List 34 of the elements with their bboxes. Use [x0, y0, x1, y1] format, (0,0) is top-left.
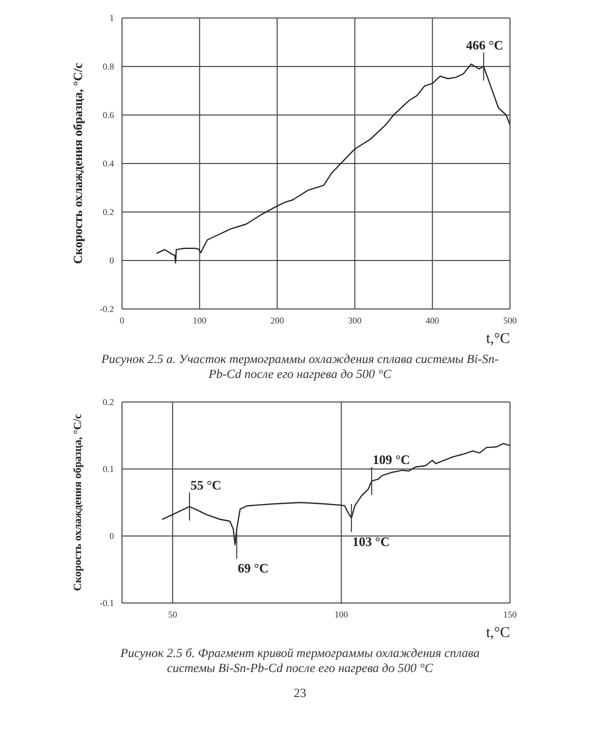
x-tick-label: 400: [426, 315, 440, 326]
line-series: [162, 442, 510, 546]
y-tick-label: 0.6: [102, 110, 114, 120]
y-tick-label: 0.4: [102, 158, 114, 169]
x-tick-label: 50: [168, 609, 178, 620]
annotation: 103 °C: [352, 534, 390, 549]
text: Рисунок 2.5 а. Участок термограммы охлаждения сплава системы Bi-Sn-Pb-Cd после его нагрева до 500 °C: [100, 352, 500, 382]
x-tick-label: 150: [503, 609, 518, 620]
annotation: 69 °C: [238, 560, 269, 576]
y-tick-label: 1: [110, 13, 114, 24]
y-tick-label: 0.2: [102, 207, 114, 218]
x-tick-label: 200: [270, 315, 284, 326]
annotation: 109 °C: [372, 452, 410, 468]
x-axis-title: t,°C: [486, 331, 510, 347]
x-tick-label: 500: [503, 315, 518, 326]
text: Рисунок 2.5 б. Фрагмент кривой термограммы охлаждения сплава системы Bi-Sn-Pb-Cd после его нагрева до 500 °C: [119, 646, 481, 676]
y-axis-title: Скорость охлаждения образца, °C/c: [72, 414, 84, 591]
y-tick-label: 0.8: [102, 62, 114, 72]
x-tick-label: 0: [120, 315, 125, 326]
annotation: 466 °C: [466, 38, 504, 52]
y-tick-label: -0.1: [100, 598, 114, 608]
y-tick-label: -0.2: [100, 304, 114, 314]
y-axis-title: Скорость охлаждения образца, °C/c: [71, 62, 85, 264]
text: 23: [292, 686, 308, 701]
x-tick-label: 100: [334, 609, 349, 620]
line-series: [156, 63, 510, 264]
y-tick-label: 0: [110, 531, 114, 542]
y-tick-label: 0.2: [102, 397, 114, 408]
y-tick-label: 0.1: [102, 464, 114, 474]
x-tick-label: 100: [192, 315, 207, 326]
x-tick-label: 300: [348, 315, 362, 326]
y-tick-label: 0: [110, 256, 114, 266]
x-axis-title: t,°C: [486, 625, 510, 641]
annotation: 55 °C: [190, 478, 222, 493]
